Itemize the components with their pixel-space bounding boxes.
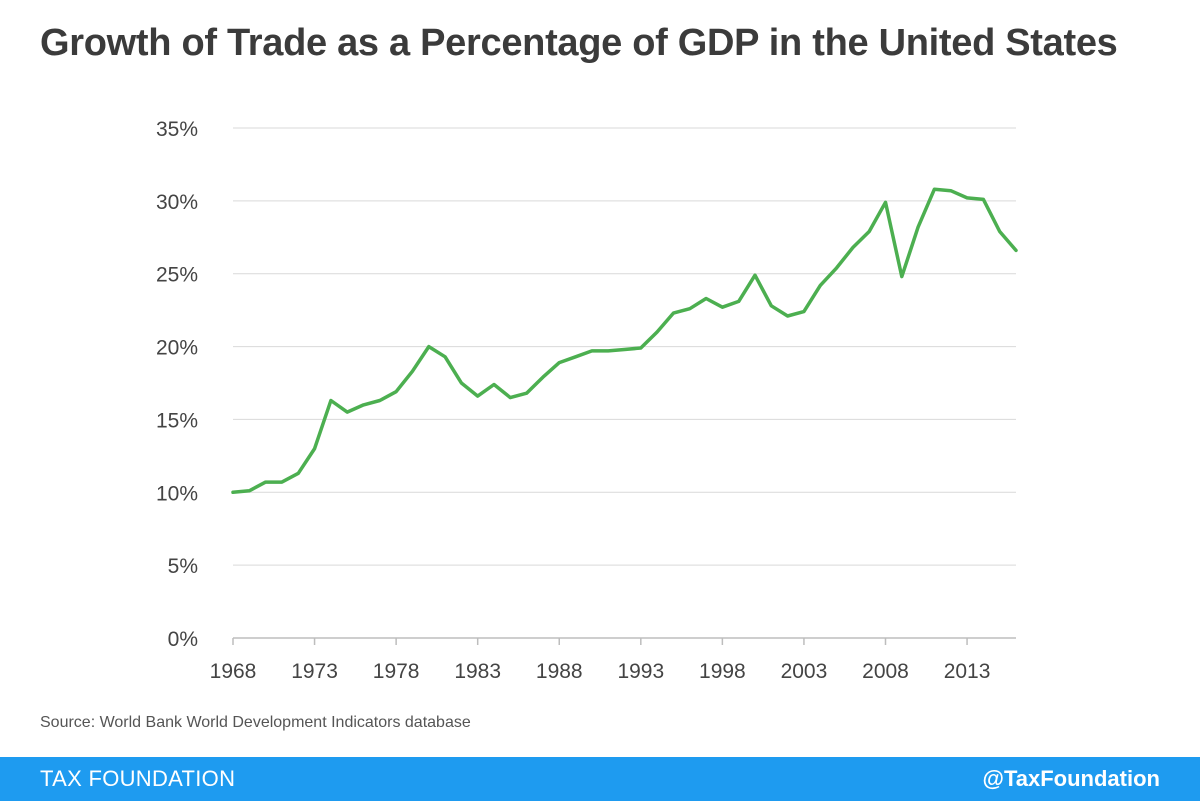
y-tick-label: 30%	[156, 191, 198, 214]
data-point	[965, 196, 969, 200]
data-point	[557, 361, 561, 365]
y-tick-label: 0%	[168, 628, 198, 651]
data-point	[362, 403, 366, 407]
x-tick-label: 1998	[699, 660, 746, 683]
data-point	[704, 297, 708, 301]
x-tick-label: 1988	[536, 660, 583, 683]
footer-brand: TAX FOUNDATION	[40, 766, 236, 791]
data-point	[574, 355, 578, 359]
data-point	[231, 490, 235, 494]
gridlines	[233, 127, 1016, 566]
data-point	[541, 375, 545, 379]
data-point	[753, 273, 757, 277]
data-point	[884, 200, 888, 204]
data-point	[671, 311, 675, 315]
data-point	[459, 381, 463, 385]
data-point	[998, 230, 1002, 234]
data-point	[851, 246, 855, 250]
y-tick-label: 25%	[156, 264, 198, 287]
data-point	[623, 348, 627, 352]
x-tick-label: 1968	[210, 660, 257, 683]
series-layer	[231, 187, 1018, 495]
data-point	[818, 283, 822, 287]
data-point	[345, 410, 349, 414]
x-tick-label: 2013	[944, 660, 991, 683]
data-point	[492, 383, 496, 387]
y-tick-label: 10%	[156, 482, 198, 505]
x-tick-label: 1993	[617, 660, 664, 683]
data-point	[981, 197, 985, 201]
data-point	[525, 391, 529, 395]
data-point	[916, 225, 920, 229]
data-point	[427, 345, 431, 349]
data-point	[378, 399, 382, 403]
data-point	[688, 307, 692, 311]
line-chart: 0%5%10%15%20%25%30%35% 1968 1973 1978 1983 1…	[156, 118, 1018, 683]
y-axis-labels: 0% 5% 10% 15% 20% 25% 30% 35%	[156, 118, 198, 651]
data-point	[443, 355, 447, 359]
data-point	[932, 187, 936, 191]
data-point	[247, 489, 251, 493]
x-tick-label: 2003	[781, 660, 828, 683]
data-point	[280, 480, 284, 484]
x-tick-label: 1983	[454, 660, 501, 683]
x-axis	[232, 637, 1016, 645]
data-point	[867, 230, 871, 234]
footer-bar: TAX FOUNDATION @TaxFoundation	[0, 757, 1200, 801]
x-tick-label: 1978	[373, 660, 420, 683]
data-point	[508, 396, 512, 400]
data-point	[329, 399, 333, 403]
data-point	[296, 471, 300, 475]
data-point	[786, 314, 790, 318]
x-tick-label: 1973	[291, 660, 338, 683]
data-point	[802, 310, 806, 314]
data-point	[410, 369, 414, 373]
data-point	[606, 349, 610, 353]
source-note: Source: World Bank World Development Ind…	[40, 714, 471, 731]
data-point	[769, 304, 773, 308]
data-point	[949, 189, 953, 193]
footer-handle[interactable]: @TaxFoundation	[982, 766, 1160, 791]
x-tick-label: 2008	[862, 660, 909, 683]
y-tick-label: 20%	[156, 337, 198, 360]
x-axis-labels: 1968 1973 1978 1983 1988 1993 1998 2003 2008 2013	[210, 660, 991, 683]
data-point	[639, 346, 643, 350]
chart-title: Growth of Trade as a Percentage of GDP i…	[40, 22, 1118, 64]
data-point	[313, 447, 317, 451]
data-point	[835, 266, 839, 270]
y-tick-label: 35%	[156, 118, 198, 141]
data-point	[720, 305, 724, 309]
data-point	[476, 394, 480, 398]
y-tick-label: 15%	[156, 409, 198, 432]
data-point	[394, 390, 398, 394]
data-point	[264, 480, 268, 484]
data-point	[590, 349, 594, 353]
y-tick-label: 5%	[168, 555, 198, 578]
data-point	[737, 299, 741, 303]
data-point	[900, 275, 904, 279]
series-line	[231, 187, 1018, 495]
data-point	[1014, 248, 1018, 252]
data-point	[655, 330, 659, 334]
